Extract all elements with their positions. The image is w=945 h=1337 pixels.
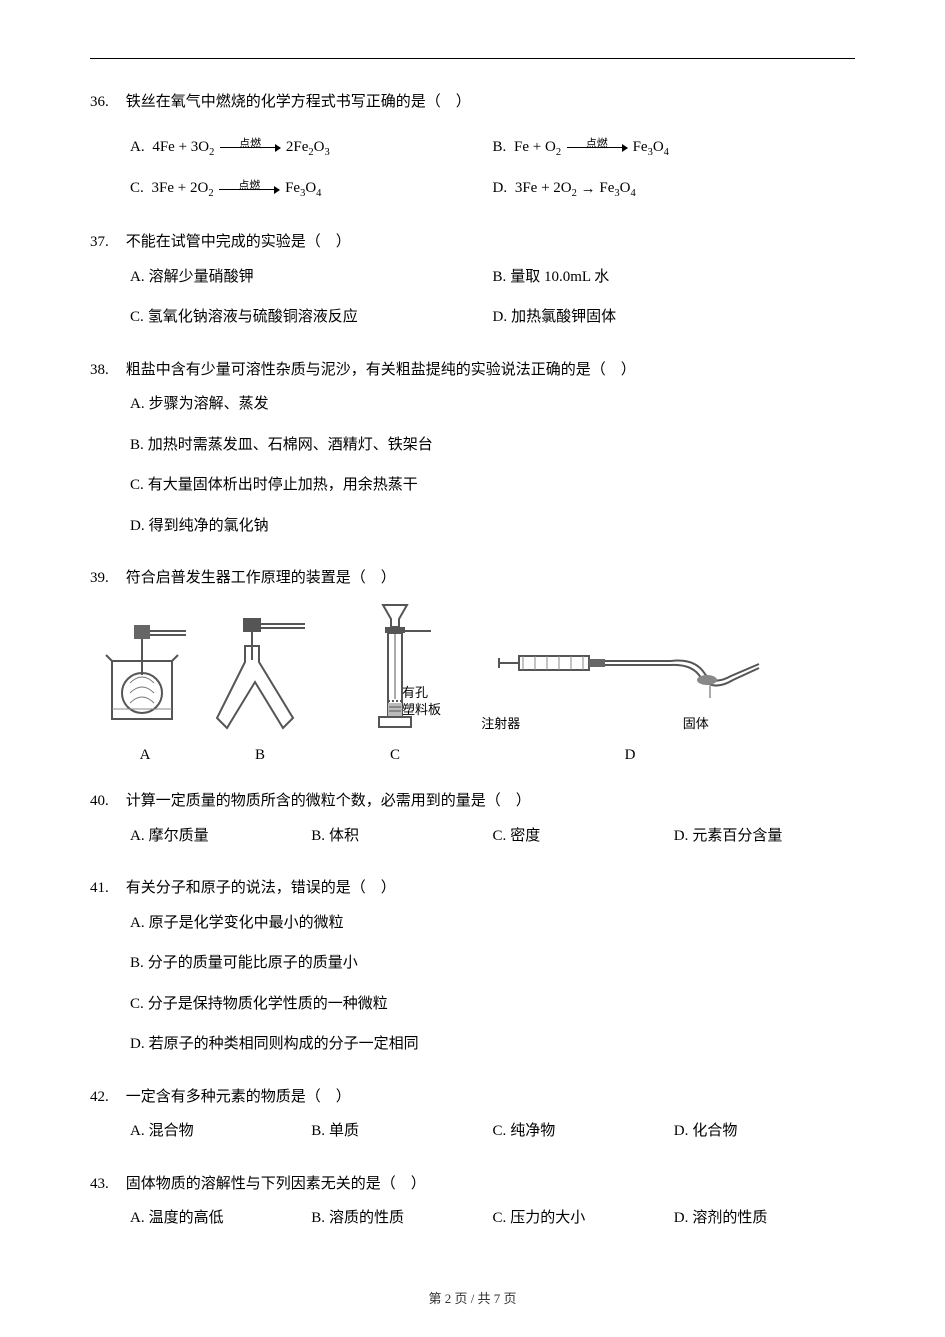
q38-option-c: C.有大量固体析出时停止加热，用余热蒸干 <box>130 465 855 506</box>
q36-option-b: B. Fe + O2 点燃 Fe3O4 <box>493 127 856 169</box>
q37-options: A.溶解少量硝酸钾 B.量取 10.0mL 水 C.氢氧化钠溶液与硫酸铜溶液反应… <box>130 257 855 338</box>
q39-c-annotation: 有孔 塑料板 <box>402 685 441 719</box>
q43-option-c: C.压力的大小 <box>493 1198 674 1239</box>
q42-option-c: C.纯净物 <box>493 1111 674 1152</box>
q43-stem: 固体物质的溶解性与下列因素无关的是（ ） <box>126 1176 426 1192</box>
q37-number: 37. <box>90 228 122 257</box>
q39-d-annotation: 注射器 固体 <box>490 712 770 737</box>
q42-option-d: D.化合物 <box>674 1111 855 1152</box>
q40-option-d: D.元素百分含量 <box>674 816 855 857</box>
q42-option-b: B.单质 <box>311 1111 492 1152</box>
q43-number: 43. <box>90 1170 122 1199</box>
q36-c-eqn: 3Fe + 2O2 点燃 Fe3O4 <box>152 180 322 196</box>
q36-d-eqn: 3Fe + 2O2 → Fe3O4 <box>515 180 636 196</box>
q39-label-d: D <box>490 741 770 770</box>
q41-number: 41. <box>90 874 122 903</box>
q41-option-b: B.分子的质量可能比原子的质量小 <box>130 943 855 984</box>
reaction-arrow: 点燃 <box>219 189 279 190</box>
q42-stem: 一定含有多种元素的物质是（ ） <box>126 1089 351 1105</box>
q40-option-a: A.摩尔质量 <box>130 816 311 857</box>
question-43: 43. 固体物质的溶解性与下列因素无关的是（ ） A.温度的高低 B.溶质的性质… <box>90 1170 855 1239</box>
q36-b-eqn: Fe + O2 点燃 Fe3O4 <box>514 139 669 155</box>
q38-option-d: D.得到纯净的氯化钠 <box>130 506 855 547</box>
q39-labels: A B C D <box>90 741 855 770</box>
q36-option-c: C. 3Fe + 2O2 点燃 Fe3O4 <box>130 168 493 210</box>
question-42: 42. 一定含有多种元素的物质是（ ） A.混合物 B.单质 C.纯净物 D.化… <box>90 1083 855 1152</box>
q42-number: 42. <box>90 1083 122 1112</box>
apparatus-b-icon <box>205 616 315 731</box>
q40-number: 40. <box>90 787 122 816</box>
q36-option-d: D. 3Fe + 2O2 → Fe3O4 <box>493 168 856 210</box>
q42-options: A.混合物 B.单质 C.纯净物 D.化合物 <box>130 1111 855 1152</box>
q41-option-d: D.若原子的种类相同则构成的分子一定相同 <box>130 1024 855 1065</box>
q38-options: A.步骤为溶解、蒸发 B.加热时需蒸发皿、石棉网、酒精灯、铁架台 C.有大量固体… <box>90 384 855 546</box>
q36-b-label: B. <box>493 139 507 155</box>
q36-a-eqn: 4Fe + 3O2 点燃 2Fe2O3 <box>152 139 329 155</box>
apparatus-d-icon <box>495 640 765 710</box>
q36-d-label: D. <box>493 180 508 196</box>
q38-option-a: A.步骤为溶解、蒸发 <box>130 384 855 425</box>
q36-stem: 铁丝在氧气中燃烧的化学方程式书写正确的是（ ） <box>126 94 471 110</box>
q39-diagram-d: 注射器 固体 <box>490 640 770 737</box>
question-36: 36. 铁丝在氧气中燃烧的化学方程式书写正确的是（ ） A. 4Fe + 3O2… <box>90 88 855 210</box>
exam-page: 36. 铁丝在氧气中燃烧的化学方程式书写正确的是（ ） A. 4Fe + 3O2… <box>0 0 945 1337</box>
q36-a-label: A. <box>130 139 145 155</box>
page-footer: 第 2 页 / 共 7 页 <box>0 1288 945 1307</box>
q36-c-label: C. <box>130 180 144 196</box>
q37-option-c: C.氢氧化钠溶液与硫酸铜溶液反应 <box>130 297 493 338</box>
q43-option-d: D.溶剂的性质 <box>674 1198 855 1239</box>
apparatus-a-icon <box>100 621 190 731</box>
q42-option-a: A.混合物 <box>130 1111 311 1152</box>
q39-stem: 符合启普发生器工作原理的装置是（ ） <box>126 570 396 586</box>
q36-number: 36. <box>90 88 122 117</box>
q38-number: 38. <box>90 356 122 385</box>
q39-diagrams: 有孔 塑料板 <box>90 601 855 737</box>
q41-stem: 有关分子和原子的说法，错误的是（ ） <box>126 880 396 896</box>
reaction-arrow: 点燃 <box>567 147 627 148</box>
question-37: 37. 不能在试管中完成的实验是（ ） A.溶解少量硝酸钾 B.量取 10.0m… <box>90 228 855 338</box>
q41-option-a: A.原子是化学变化中最小的微粒 <box>130 903 855 944</box>
q40-option-c: C.密度 <box>493 816 674 857</box>
question-40: 40. 计算一定质量的物质所含的微粒个数，必需用到的量是（ ） A.摩尔质量 B… <box>90 787 855 856</box>
q39-label-c: C <box>320 741 470 770</box>
q43-option-b: B.溶质的性质 <box>311 1198 492 1239</box>
q36-options: A. 4Fe + 3O2 点燃 2Fe2O3 B. Fe + O2 点燃 Fe3… <box>130 127 855 211</box>
q36-option-a: A. 4Fe + 3O2 点燃 2Fe2O3 <box>130 127 493 169</box>
q43-options: A.温度的高低 B.溶质的性质 C.压力的大小 D.溶剂的性质 <box>130 1198 855 1239</box>
q39-label-b: B <box>200 741 320 770</box>
q39-number: 39. <box>90 564 122 593</box>
q40-stem: 计算一定质量的物质所含的微粒个数，必需用到的量是（ ） <box>126 793 531 809</box>
q37-option-b: B.量取 10.0mL 水 <box>493 257 856 298</box>
top-rule <box>90 58 855 59</box>
q37-stem: 不能在试管中完成的实验是（ ） <box>126 234 351 250</box>
q41-option-c: C.分子是保持物质化学性质的一种微粒 <box>130 984 855 1025</box>
q40-options: A.摩尔质量 B.体积 C.密度 D.元素百分含量 <box>130 816 855 857</box>
question-38: 38. 粗盐中含有少量可溶性杂质与泥沙，有关粗盐提纯的实验说法正确的是（ ） A… <box>90 356 855 547</box>
q39-diagram-b <box>200 616 320 737</box>
q38-option-b: B.加热时需蒸发皿、石棉网、酒精灯、铁架台 <box>130 425 855 466</box>
q39-diagram-c: 有孔 塑料板 <box>320 601 470 737</box>
reaction-arrow: 点燃 <box>220 147 280 148</box>
q37-option-a: A.溶解少量硝酸钾 <box>130 257 493 298</box>
question-41: 41. 有关分子和原子的说法，错误的是（ ） A.原子是化学变化中最小的微粒 B… <box>90 874 855 1065</box>
q40-option-b: B.体积 <box>311 816 492 857</box>
q38-stem: 粗盐中含有少量可溶性杂质与泥沙，有关粗盐提纯的实验说法正确的是（ ） <box>126 362 636 378</box>
q39-label-a: A <box>90 741 200 770</box>
q37-option-d: D.加热氯酸钾固体 <box>493 297 856 338</box>
question-39: 39. 符合启普发生器工作原理的装置是（ ） <box>90 564 855 769</box>
q43-option-a: A.温度的高低 <box>130 1198 311 1239</box>
q39-diagram-a <box>90 621 200 737</box>
q41-options: A.原子是化学变化中最小的微粒 B.分子的质量可能比原子的质量小 C.分子是保持… <box>90 903 855 1065</box>
